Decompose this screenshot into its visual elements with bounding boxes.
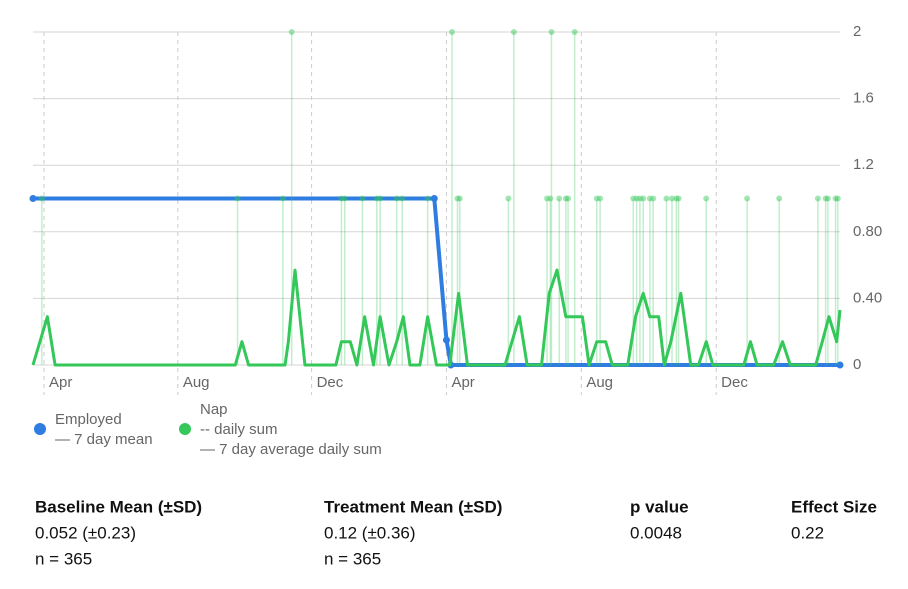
daily-point — [505, 195, 512, 202]
stat-value: 0.0048 — [630, 523, 682, 542]
stat-value: 0.052 (±0.23) — [35, 523, 136, 542]
daily-point — [663, 195, 670, 202]
y-tick-label: 0.40 — [853, 289, 882, 306]
x-tick-label: Aug — [183, 374, 210, 391]
y-tick-label: 0 — [853, 356, 861, 373]
daily-point — [834, 195, 841, 202]
mean-line-point — [442, 336, 450, 344]
daily-point — [822, 195, 829, 202]
legend-label: Employed — [55, 411, 122, 428]
daily-point — [377, 195, 384, 202]
daily-point — [633, 195, 640, 202]
daily-point — [393, 195, 400, 202]
legend-sub: — 7 day mean — [55, 431, 153, 448]
legend-swatch — [179, 423, 191, 435]
daily-point — [424, 195, 431, 202]
stat-label: Effect Size — [791, 497, 877, 516]
stat-value: 0.12 (±0.36) — [324, 523, 416, 542]
daily-point — [373, 195, 380, 202]
y-tick-label: 2 — [853, 23, 861, 40]
daily-point — [593, 195, 600, 202]
daily-point — [547, 195, 554, 202]
daily-point — [824, 195, 831, 202]
daily-point — [668, 195, 675, 202]
y-tick-label: 1.2 — [853, 156, 874, 173]
daily-point — [650, 195, 657, 202]
stat-value: 0.22 — [791, 523, 824, 542]
mean-line-point — [430, 195, 438, 202]
stat-n: n = 365 — [35, 549, 92, 568]
daily-point — [556, 195, 563, 202]
mean-line — [33, 196, 840, 367]
legend-swatch — [34, 423, 46, 435]
y-tick-label: 0.80 — [853, 223, 882, 240]
daily-point — [571, 29, 578, 35]
daily-point — [565, 195, 572, 202]
daily-point — [703, 195, 710, 202]
daily-point — [448, 29, 455, 35]
stat-n: n = 365 — [324, 549, 381, 568]
y-tick-label: 1.6 — [853, 90, 874, 107]
daily-point — [675, 195, 682, 202]
daily-point — [454, 195, 461, 202]
daily-point — [832, 195, 839, 202]
daily-point — [279, 195, 286, 202]
daily-point — [776, 195, 783, 202]
daily-point — [544, 195, 551, 202]
daily-point — [630, 195, 637, 202]
stat-label: Treatment Mean (±SD) — [324, 497, 502, 516]
mean-line-point — [29, 195, 37, 202]
daily-point — [548, 29, 555, 35]
daily-point — [399, 195, 406, 202]
daily-point — [456, 195, 463, 202]
legend-sub: — 7 day average daily sum — [200, 441, 382, 458]
daily-point — [814, 195, 821, 202]
daily-point — [234, 195, 241, 202]
x-tick-label: Dec — [721, 374, 748, 391]
legend-sub: -- daily sum — [200, 421, 278, 438]
mean-line-point — [836, 361, 844, 369]
average-line — [31, 268, 842, 367]
x-tick-label: Apr — [451, 374, 474, 391]
daily-point — [38, 195, 45, 202]
daily-point — [636, 195, 643, 202]
daily-point — [341, 195, 348, 202]
daily-point — [288, 29, 295, 35]
x-tick-label: Apr — [49, 374, 72, 391]
daily-point — [640, 195, 647, 202]
daily-point — [338, 195, 345, 202]
stat-label: Baseline Mean (±SD) — [35, 497, 202, 516]
stat-label: p value — [630, 497, 689, 516]
daily-point — [673, 195, 680, 202]
daily-point — [597, 195, 604, 202]
daily-point — [562, 195, 569, 202]
legend-label: Nap — [200, 401, 228, 418]
x-tick-label: Dec — [317, 374, 344, 391]
daily-point — [744, 195, 751, 202]
daily-point — [510, 29, 517, 35]
x-tick-label: Aug — [586, 374, 613, 391]
daily-point — [359, 195, 366, 202]
daily-point — [646, 195, 653, 202]
